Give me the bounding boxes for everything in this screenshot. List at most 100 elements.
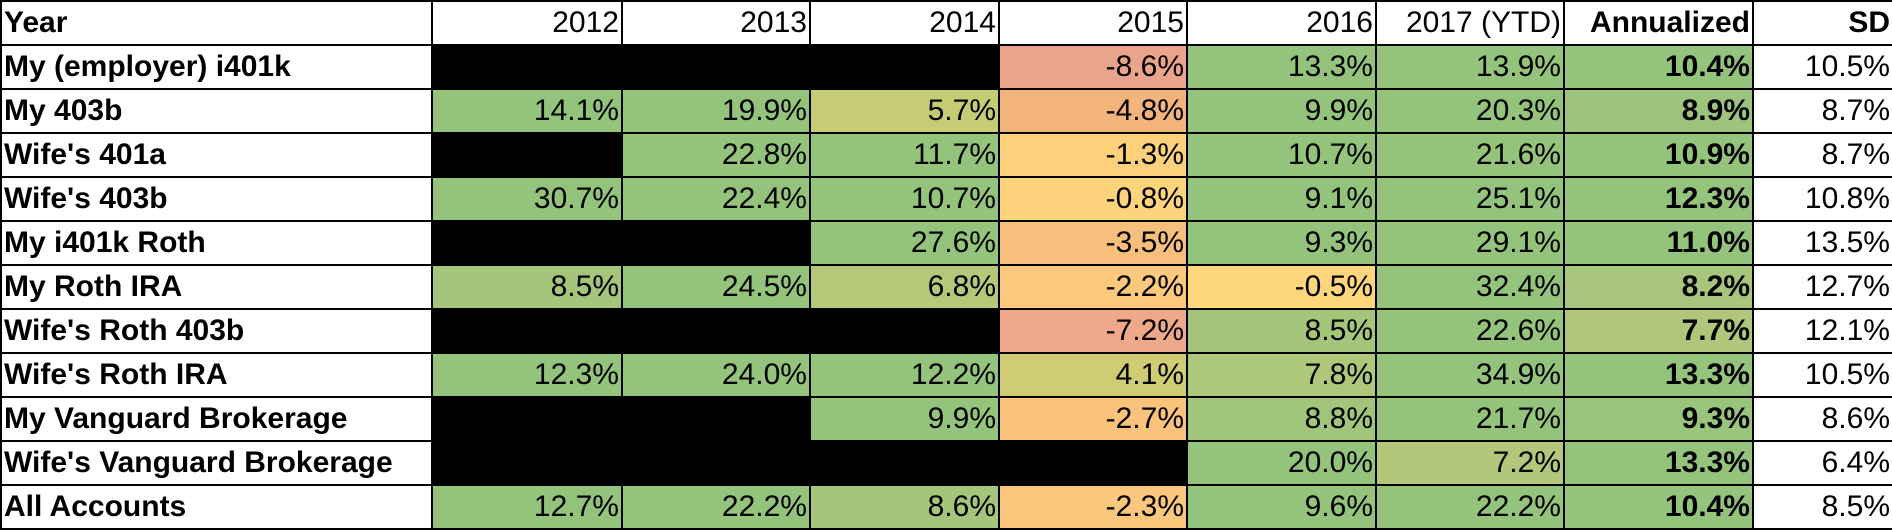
value-cell: -7.2% xyxy=(998,308,1188,354)
value-cell: 9.9% xyxy=(809,396,1000,442)
value-cell: 12.7% xyxy=(431,484,623,530)
header-year: Year xyxy=(0,0,433,46)
row-label: My (employer) i401k xyxy=(0,44,433,90)
value-cell: 12.1% xyxy=(1752,308,1892,354)
blank-cell xyxy=(431,220,811,266)
value-cell: 21.7% xyxy=(1375,396,1565,442)
value-cell: 20.3% xyxy=(1375,88,1565,134)
header-2014: 2014 xyxy=(809,0,1000,46)
value-cell: 9.3% xyxy=(1563,396,1754,442)
table-body: My (employer) i401k -8.6% 13.3% 13.9% 10.4% 1… xyxy=(0,44,1892,530)
value-cell: 8.6% xyxy=(1752,396,1892,442)
header-2015: 2015 xyxy=(998,0,1188,46)
value-cell: 24.5% xyxy=(621,264,811,310)
value-cell: 8.2% xyxy=(1563,264,1754,310)
header-annualized: Annualized xyxy=(1563,0,1754,46)
value-cell: 13.3% xyxy=(1563,440,1754,486)
value-cell: 27.6% xyxy=(809,220,1000,266)
value-cell: 8.6% xyxy=(809,484,1000,530)
row-label: My Vanguard Brokerage xyxy=(0,396,433,442)
value-cell: 8.5% xyxy=(1752,484,1892,530)
value-cell: -3.5% xyxy=(998,220,1188,266)
row-label: Wife's Roth IRA xyxy=(0,352,433,398)
table-row: My Roth IRA 8.5% 24.5% 6.8% -2.2% -0.5% 32.4% 8… xyxy=(0,264,1892,310)
value-cell: 10.5% xyxy=(1752,352,1892,398)
header-2016: 2016 xyxy=(1186,0,1377,46)
value-cell: 4.1% xyxy=(998,352,1188,398)
value-cell: -4.8% xyxy=(998,88,1188,134)
value-cell: 9.9% xyxy=(1186,88,1377,134)
row-label: Wife's Vanguard Brokerage xyxy=(0,440,433,486)
value-cell: 12.7% xyxy=(1752,264,1892,310)
value-cell: 22.6% xyxy=(1375,308,1565,354)
value-cell: 11.7% xyxy=(809,132,1000,178)
blank-cell xyxy=(431,44,1000,90)
blank-cell xyxy=(431,440,1188,486)
value-cell: 20.0% xyxy=(1186,440,1377,486)
row-label: Wife's Roth 403b xyxy=(0,308,433,354)
value-cell: 7.2% xyxy=(1375,440,1565,486)
table-row: Wife's Roth 403b -7.2% 8.5% 22.6% 7.7% 12.1% xyxy=(0,308,1892,354)
value-cell: 30.7% xyxy=(431,176,623,222)
value-cell: 11.0% xyxy=(1563,220,1754,266)
blank-cell xyxy=(431,396,811,442)
header-2013: 2013 xyxy=(621,0,811,46)
value-cell: 10.4% xyxy=(1563,44,1754,90)
value-cell: 13.3% xyxy=(1563,352,1754,398)
table-row: My (employer) i401k -8.6% 13.3% 13.9% 10.4% 1… xyxy=(0,44,1892,90)
value-cell: 8.7% xyxy=(1752,132,1892,178)
row-label: My i401k Roth xyxy=(0,220,433,266)
header-row: Year 2012 2013 2014 2015 2016 2017 (YTD)… xyxy=(0,0,1892,46)
value-cell: 13.9% xyxy=(1375,44,1565,90)
table-row: Wife's Vanguard Brokerage 20.0% 7.2% 13.3% 6… xyxy=(0,440,1892,486)
value-cell: 8.7% xyxy=(1752,88,1892,134)
value-cell: 22.2% xyxy=(621,484,811,530)
value-cell: -2.2% xyxy=(998,264,1188,310)
row-label: Wife's 403b xyxy=(0,176,433,222)
row-label: My 403b xyxy=(0,88,433,134)
header-2012: 2012 xyxy=(431,0,623,46)
value-cell: 22.8% xyxy=(621,132,811,178)
value-cell: 10.7% xyxy=(1186,132,1377,178)
table-row: All Accounts 12.7% 22.2% 8.6% -2.3% 9.6% 22.2%… xyxy=(0,484,1892,530)
value-cell: 10.7% xyxy=(809,176,1000,222)
blank-cell xyxy=(431,308,1000,354)
value-cell: 6.4% xyxy=(1752,440,1892,486)
value-cell: 6.8% xyxy=(809,264,1000,310)
row-label: Wife's 401a xyxy=(0,132,433,178)
value-cell: 24.0% xyxy=(621,352,811,398)
value-cell: 5.7% xyxy=(809,88,1000,134)
value-cell: 8.5% xyxy=(431,264,623,310)
table-row: Wife's 401a 22.8% 11.7% -1.3% 10.7% 21.6% 10.9… xyxy=(0,132,1892,178)
table-row: My 403b 14.1% 19.9% 5.7% -4.8% 9.9% 20.3% 8.9% 8… xyxy=(0,88,1892,134)
value-cell: 22.2% xyxy=(1375,484,1565,530)
header-2017-ytd: 2017 (YTD) xyxy=(1375,0,1565,46)
table-row: My Vanguard Brokerage 9.9% -2.7% 8.8% 21.7% 9… xyxy=(0,396,1892,442)
value-cell: 9.6% xyxy=(1186,484,1377,530)
value-cell: -2.3% xyxy=(998,484,1188,530)
value-cell: 12.3% xyxy=(1563,176,1754,222)
header-sd: SD xyxy=(1752,0,1892,46)
value-cell: 7.7% xyxy=(1563,308,1754,354)
value-cell: 10.5% xyxy=(1752,44,1892,90)
value-cell: -2.7% xyxy=(998,396,1188,442)
value-cell: 9.1% xyxy=(1186,176,1377,222)
value-cell: -0.5% xyxy=(1186,264,1377,310)
value-cell: 22.4% xyxy=(621,176,811,222)
value-cell: 13.3% xyxy=(1186,44,1377,90)
table-row: Wife's Roth IRA 12.3% 24.0% 12.2% 4.1% 7.8% 34… xyxy=(0,352,1892,398)
value-cell: 10.8% xyxy=(1752,176,1892,222)
value-cell: -1.3% xyxy=(998,132,1188,178)
value-cell: 34.9% xyxy=(1375,352,1565,398)
table-row: Wife's 403b 30.7% 22.4% 10.7% -0.8% 9.1% 25.1%… xyxy=(0,176,1892,222)
value-cell: -8.6% xyxy=(998,44,1188,90)
value-cell: 19.9% xyxy=(621,88,811,134)
value-cell: 21.6% xyxy=(1375,132,1565,178)
value-cell: 10.9% xyxy=(1563,132,1754,178)
row-label: My Roth IRA xyxy=(0,264,433,310)
value-cell: 8.8% xyxy=(1186,396,1377,442)
value-cell: 14.1% xyxy=(431,88,623,134)
value-cell: 32.4% xyxy=(1375,264,1565,310)
table-row: My i401k Roth 27.6% -3.5% 9.3% 29.1% 11.0% 13.… xyxy=(0,220,1892,266)
